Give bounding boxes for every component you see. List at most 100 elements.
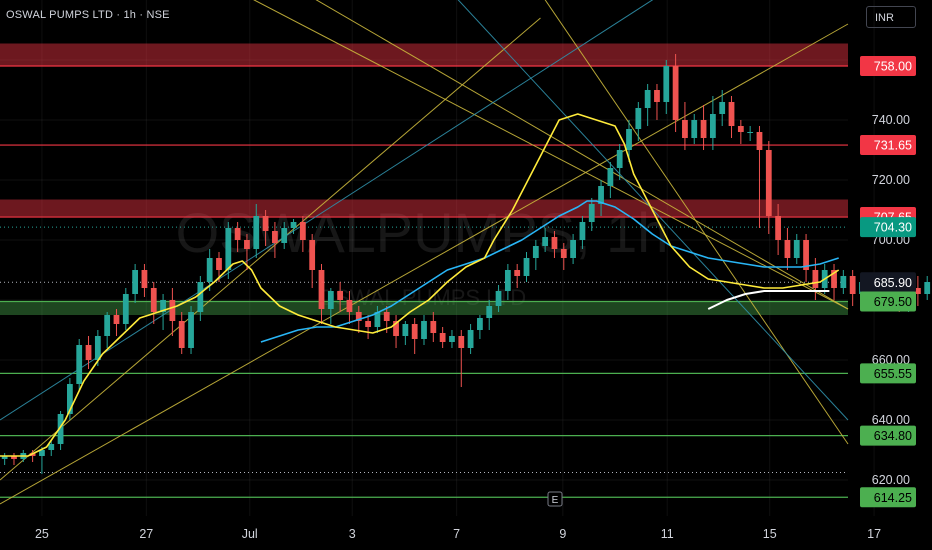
- candle-body: [234, 228, 241, 240]
- candle-body: [421, 321, 427, 339]
- candle-down: [654, 84, 660, 120]
- candle-down: [244, 234, 250, 270]
- candle-body: [365, 321, 371, 327]
- candle-up: [840, 270, 847, 294]
- price-label-bg: [860, 272, 916, 293]
- candle-body: [57, 414, 64, 444]
- watermark-name: OSWAL PUMPS LTD: [318, 285, 526, 310]
- candle-body: [840, 276, 847, 288]
- horizontal-levels: [0, 65, 848, 498]
- candle-body: [542, 237, 549, 246]
- candle-body: [48, 444, 55, 450]
- candle-body: [262, 216, 269, 231]
- candle-body: [225, 228, 232, 270]
- x-tick-label: 15: [763, 527, 777, 541]
- candle-down: [560, 243, 567, 270]
- candle-body: [831, 270, 837, 288]
- candle-body: [700, 120, 707, 138]
- candle-body: [430, 321, 437, 333]
- candle-body: [719, 102, 726, 114]
- candle-up: [48, 441, 55, 456]
- x-tick-label: 27: [139, 527, 153, 541]
- candle-body: [514, 270, 521, 276]
- candle-down: [150, 282, 157, 324]
- price-label-last: 704.30: [860, 217, 916, 238]
- candle-body: [560, 249, 567, 258]
- candle-up: [1, 453, 8, 465]
- candle-down: [365, 315, 371, 339]
- candle-body: [393, 321, 399, 336]
- candle-down: [411, 318, 418, 354]
- candle-down: [318, 264, 325, 324]
- candle-up: [504, 264, 511, 300]
- candle-up: [495, 285, 502, 312]
- candle-up: [206, 249, 213, 291]
- y-tick-label: 640.00: [872, 413, 910, 427]
- price-label-text: 634.80: [874, 429, 912, 443]
- candle-down: [700, 105, 707, 150]
- candle-body: [169, 300, 176, 321]
- candle-body: [737, 126, 744, 132]
- candle-up: [747, 126, 754, 141]
- events-marker[interactable]: E: [547, 491, 563, 507]
- candle-down: [439, 327, 446, 348]
- candle-body: [122, 294, 129, 324]
- ema-slow-line: [260, 200, 839, 343]
- candle-up: [644, 84, 651, 126]
- currency-selector[interactable]: INR: [866, 6, 916, 28]
- candle-body: [682, 120, 688, 138]
- candle-body: [309, 240, 316, 270]
- candle-down: [346, 291, 353, 324]
- candle-up: [598, 180, 604, 216]
- candle-down: [234, 222, 241, 252]
- candle-down: [85, 336, 92, 369]
- candle-up: [626, 120, 632, 162]
- candle-body: [635, 108, 642, 129]
- resistance-zone: [0, 43, 848, 66]
- symbol-title[interactable]: OSWAL PUMPS LTD · 1h · NSE: [6, 9, 170, 21]
- candle-down: [393, 315, 399, 348]
- candle-up: [290, 219, 297, 234]
- price-label-support: 634.80: [860, 425, 916, 446]
- price-label-text: 704.30: [874, 221, 912, 235]
- candle-down: [775, 204, 781, 255]
- candle-body: [644, 90, 651, 108]
- candle-up: [607, 162, 614, 198]
- candle-down: [514, 264, 521, 288]
- candle-up: [57, 411, 64, 450]
- candle-body: [216, 258, 222, 270]
- candle-down: [169, 288, 176, 336]
- ema-fast-line: [0, 113, 840, 457]
- candle-up: [253, 204, 260, 258]
- candle-body: [327, 291, 334, 309]
- trendline-yellow: [253, 0, 849, 310]
- x-tick-label: 3: [349, 527, 356, 541]
- vwap-line: [707, 290, 830, 310]
- price-label-bg: [860, 363, 916, 384]
- trendline-yellow: [0, 23, 849, 505]
- trendline-yellow: [0, 17, 541, 481]
- price-label-text: 655.55: [874, 367, 912, 381]
- candle-up: [691, 114, 698, 144]
- candle-down: [915, 276, 921, 306]
- candle-body: [206, 258, 213, 282]
- candle-up: [924, 276, 931, 300]
- candle-body: [607, 168, 614, 186]
- candle-body: [793, 240, 800, 258]
- candle-body: [197, 282, 204, 312]
- candle-body: [253, 216, 260, 249]
- candle-up: [635, 102, 642, 141]
- x-tick-label: 7: [453, 527, 460, 541]
- candle-down: [309, 234, 316, 288]
- candle-down: [272, 222, 278, 258]
- candle-body: [374, 312, 381, 327]
- candle-body: [756, 132, 763, 150]
- candle-up: [122, 288, 129, 330]
- candle-up: [281, 222, 288, 249]
- candle-up: [104, 312, 111, 348]
- support-zone: [0, 301, 848, 315]
- candle-body: [178, 321, 185, 348]
- price-label-bg: [860, 56, 916, 76]
- candle-down: [29, 450, 36, 462]
